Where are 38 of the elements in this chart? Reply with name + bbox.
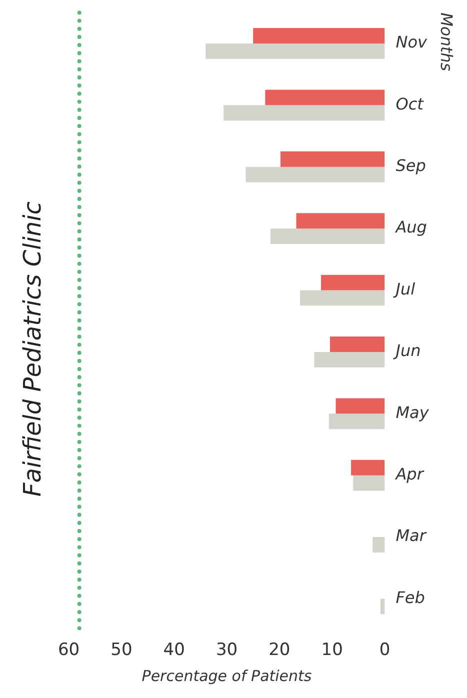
bar	[314, 352, 385, 368]
x-tick-label: 0	[379, 640, 390, 660]
bar	[328, 414, 385, 430]
x-tick-label: 20	[268, 640, 290, 660]
y-axis-title: Months	[437, 12, 456, 72]
bar	[372, 537, 385, 552]
x-tick-label: 60	[58, 640, 80, 660]
bar	[224, 105, 385, 121]
bar	[330, 336, 385, 352]
bar	[246, 166, 385, 182]
bar	[265, 90, 385, 106]
bar	[336, 398, 385, 414]
y-tick-label: Jul	[392, 279, 416, 298]
bar	[253, 28, 385, 44]
y-tick-label: Feb	[396, 588, 425, 607]
bar	[353, 475, 385, 491]
bar	[351, 460, 385, 476]
bar	[300, 290, 385, 306]
y-tick-label: Sep	[396, 156, 426, 176]
bar	[380, 598, 385, 614]
bar	[321, 274, 385, 290]
x-tick-label: 30	[216, 640, 238, 660]
text: Fairfield Pediatrics Clinic	[18, 201, 47, 497]
x-axis-title: Percentage of Patients	[142, 666, 312, 685]
y-tick-label: Mar	[396, 526, 428, 546]
bar	[270, 228, 385, 244]
y-tick-label: Jun	[392, 341, 421, 360]
bar	[296, 213, 385, 229]
x-tick-label: 10	[321, 640, 343, 660]
x-tick-label: 40	[163, 640, 185, 660]
bar	[206, 43, 385, 59]
bar	[280, 151, 385, 167]
y-tick-label: Apr	[394, 464, 425, 484]
y-tick-label: Aug	[394, 218, 427, 237]
y-tick-label: Nov	[396, 32, 428, 52]
y-tick-label: Oct	[396, 94, 424, 114]
x-tick-label: 50	[110, 640, 132, 660]
y-tick-label: May	[396, 402, 430, 422]
